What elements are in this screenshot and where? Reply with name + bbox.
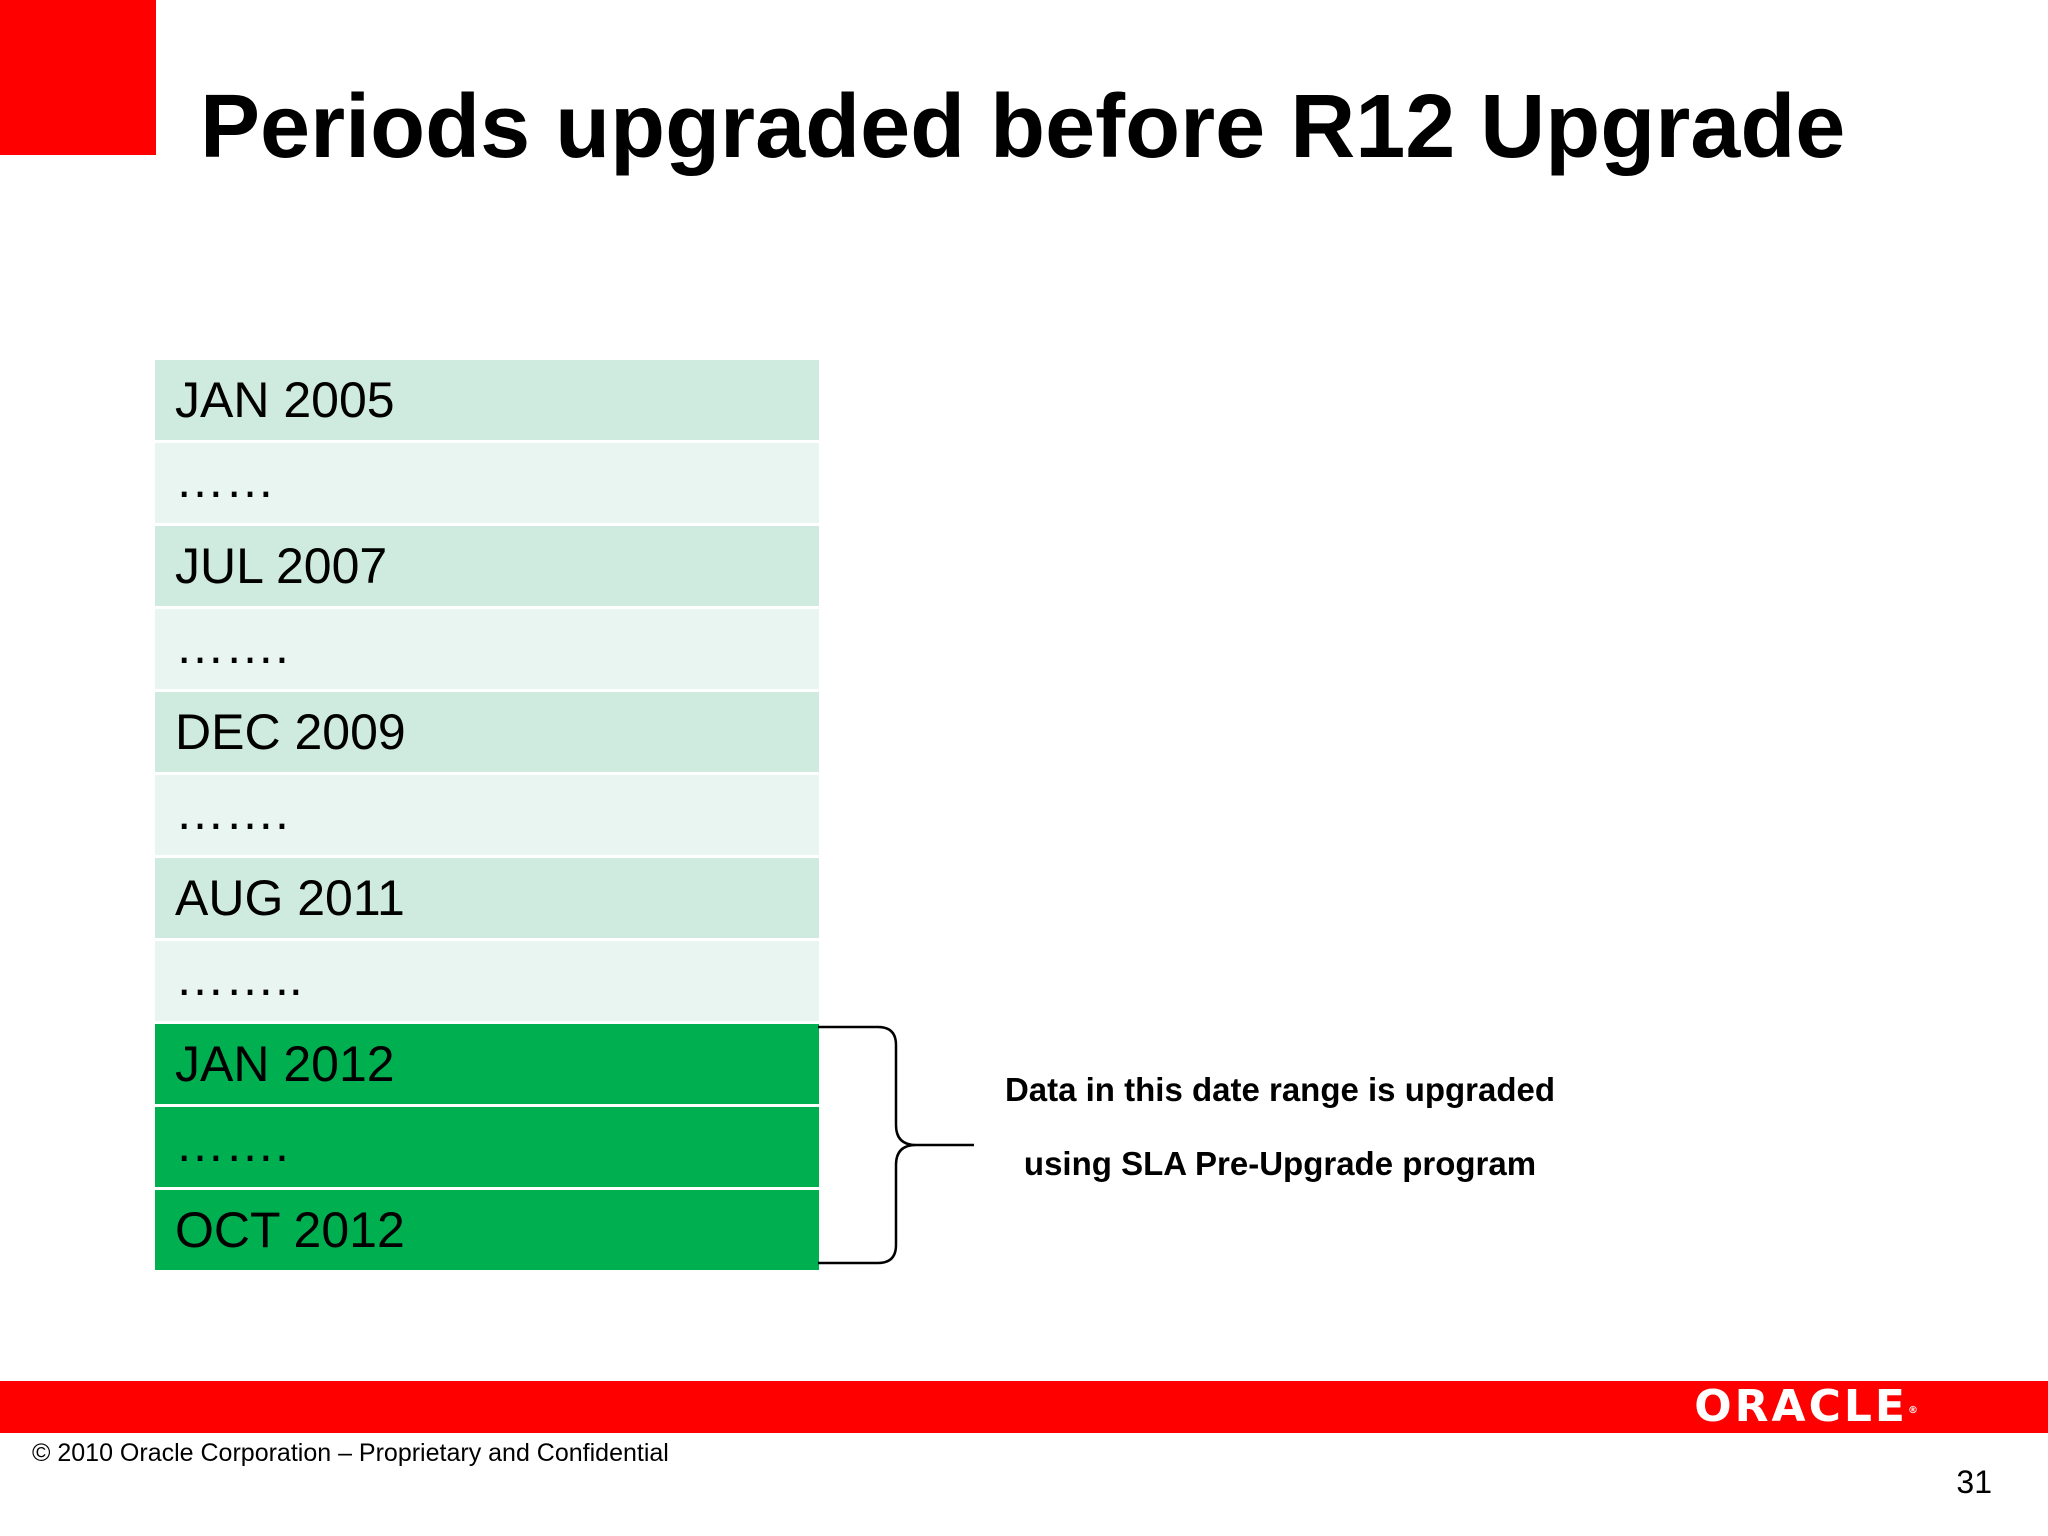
page-number: 31	[1956, 1464, 1992, 1500]
red-corner-block	[0, 0, 156, 155]
annotation-line-2: using SLA Pre-Upgrade program	[1023, 1145, 1537, 1182]
period-row-upgraded-ellipsis: …….	[155, 1107, 819, 1190]
footer-bar: ORACLE®	[0, 1381, 2048, 1433]
period-row-upgraded: JAN 2012	[155, 1024, 819, 1107]
copyright-notice: © 2010 Oracle Corporation – Proprietary …	[32, 1439, 669, 1467]
oracle-logo: ORACLE®	[1694, 1385, 1918, 1429]
registered-mark: ®	[1908, 1405, 1918, 1416]
period-row-upgraded: OCT 2012	[155, 1190, 819, 1273]
period-row-ellipsis: ……..	[155, 941, 819, 1024]
period-row-ellipsis: ……	[155, 443, 819, 526]
slide-title: Periods upgraded before R12 Upgrade	[200, 77, 1846, 177]
annotation-line-1: Data in this date range is upgraded	[1004, 1071, 1556, 1108]
period-row: DEC 2009	[155, 692, 819, 775]
right-curly-brace	[818, 1025, 974, 1265]
period-row: JUL 2007	[155, 526, 819, 609]
period-row: JAN 2005	[155, 360, 819, 443]
upgrade-annotation: Data in this date range is upgraded usin…	[975, 1070, 1585, 1184]
period-row-ellipsis: …….	[155, 609, 819, 692]
period-row: AUG 2011	[155, 858, 819, 941]
oracle-logo-text: ORACLE	[1694, 1381, 1908, 1432]
period-row-ellipsis: …….	[155, 775, 819, 858]
period-table: JAN 2005 …… JUL 2007 ……. DEC 2009 ……. AU…	[155, 360, 819, 1273]
